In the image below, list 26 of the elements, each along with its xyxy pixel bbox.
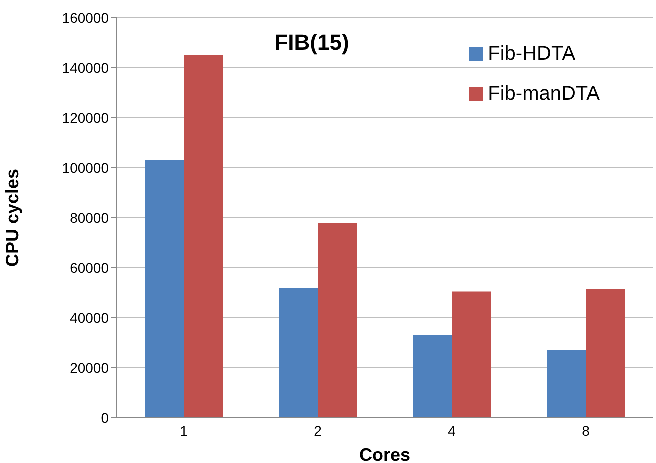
- x-tick-label: 8: [582, 422, 590, 439]
- y-tick-label: 160000: [62, 10, 110, 26]
- x-tick-label: 1: [180, 422, 188, 439]
- bar: [547, 350, 586, 418]
- y-tick-label: 120000: [62, 110, 110, 126]
- x-axis-title: Cores: [359, 445, 411, 463]
- bar: [413, 336, 452, 418]
- text: FIB(15): [274, 30, 350, 56]
- x-tick-label: 2: [314, 422, 322, 439]
- y-tick-label: 0: [101, 410, 110, 426]
- y-tick-label: 80000: [70, 210, 110, 226]
- y-tick-label: 60000: [70, 260, 110, 276]
- legend-label: Fib-manDTA: [488, 82, 600, 107]
- bar: [586, 289, 626, 418]
- bar: [452, 292, 492, 418]
- bar: [318, 223, 358, 418]
- legend-label: Fib-HDTA: [488, 42, 576, 67]
- bar: [145, 160, 184, 418]
- x-tick-label: 4: [448, 422, 456, 439]
- y-tick-label: 40000: [70, 310, 110, 326]
- y-tick-label: 140000: [62, 60, 110, 76]
- y-tick-label: 20000: [70, 360, 110, 376]
- y-tick-label: 100000: [62, 160, 110, 176]
- bar: [279, 288, 318, 418]
- bar: [184, 56, 224, 418]
- y-axis-title: CPU cycles: [2, 168, 22, 268]
